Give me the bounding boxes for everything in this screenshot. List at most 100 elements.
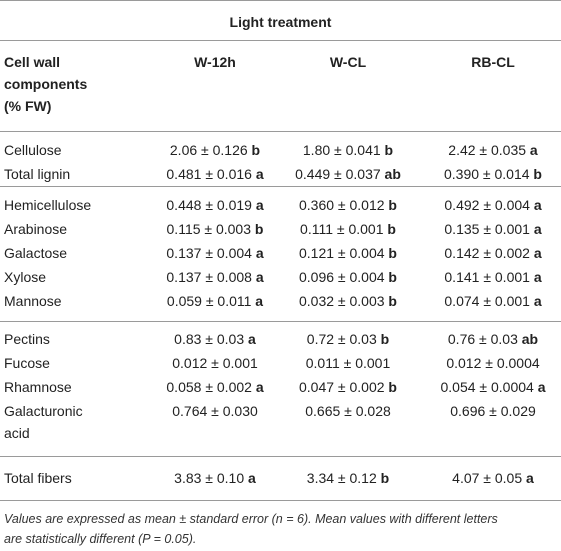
cell-rbcl: 0.054 ± 0.0004 a <box>428 377 558 397</box>
cell-value: 3.83 ± 0.10 <box>174 470 245 486</box>
cell-w12h: 0.764 ± 0.030 <box>150 401 280 421</box>
cell-value: 0.059 ± 0.011 <box>166 293 252 309</box>
significance-letter: b <box>388 293 397 309</box>
row-label: Rhamnose <box>4 379 72 395</box>
significance-letter: b <box>380 331 390 347</box>
cell-value: 0.012 ± 0.001 <box>172 355 258 371</box>
cell-wcl: 0.011 ± 0.001 <box>283 353 413 373</box>
cell-rbcl: 0.074 ± 0.001 a <box>428 291 558 311</box>
significance-letter: b <box>251 142 261 158</box>
footnote-line-2: are statistically different (P = 0.05). <box>4 532 197 546</box>
cell-value: 0.096 ± 0.004 <box>299 269 385 285</box>
significance-letter: b <box>380 470 390 486</box>
cell-value: 0.492 ± 0.004 <box>444 197 530 213</box>
cell-value: 0.012 ± 0.0004 <box>446 355 540 371</box>
cell-w12h: 0.83 ± 0.03 a <box>150 329 280 349</box>
cell-value: 0.135 ± 0.001 <box>444 221 530 237</box>
cell-value: 0.481 ± 0.016 <box>166 166 252 182</box>
significance-letter: b <box>388 245 397 261</box>
row-label: Cellulose <box>4 142 62 158</box>
significance-letter: a <box>255 269 264 285</box>
top-rule <box>0 0 561 1</box>
row-label: Galactose <box>4 245 68 261</box>
cell-value: 4.07 ± 0.05 <box>452 470 523 486</box>
significance-letter: b <box>388 379 397 395</box>
cell-value: 0.76 ± 0.03 <box>447 331 518 347</box>
significance-letter: a <box>255 379 264 395</box>
cell-w12h: 0.059 ± 0.011 a <box>150 291 280 311</box>
cell-w12h: 2.06 ± 0.126 b <box>150 140 280 160</box>
significance-letter: a <box>529 142 538 158</box>
cell-value: 0.764 ± 0.030 <box>172 403 258 419</box>
cell-value: 0.137 ± 0.004 <box>166 245 252 261</box>
significance-letter: a <box>255 293 264 309</box>
cell-value: 0.72 ± 0.03 <box>306 331 377 347</box>
cell-value: 0.83 ± 0.03 <box>174 331 245 347</box>
cell-value: 0.137 ± 0.008 <box>166 269 252 285</box>
cell-wcl: 3.34 ± 0.12 b <box>283 468 413 488</box>
cell-rbcl: 0.141 ± 0.001 a <box>428 267 558 287</box>
cell-value: 0.696 ± 0.029 <box>450 403 536 419</box>
row-label: Hemicellulose <box>4 197 92 213</box>
row-label-line-2: acid <box>4 425 30 441</box>
col-header-rbcl: RB-CL <box>471 54 515 70</box>
row-label: Galacturonic <box>4 403 83 419</box>
section-rule-3 <box>0 456 561 457</box>
cell-wcl: 0.449 ± 0.037 ab <box>283 164 413 184</box>
cell-wcl: 0.111 ± 0.001 b <box>283 219 413 239</box>
cell-rbcl: 0.76 ± 0.03 ab <box>428 329 558 349</box>
cell-w12h: 3.83 ± 0.10 a <box>150 468 280 488</box>
col-header-component-1: Cell wall <box>4 54 61 70</box>
cell-w12h: 0.448 ± 0.019 a <box>150 195 280 215</box>
cell-value: 0.665 ± 0.028 <box>305 403 391 419</box>
footnote: Values are expressed as mean ± standard … <box>4 509 559 549</box>
cell-value: 0.011 ± 0.001 <box>305 355 391 371</box>
cell-value: 0.115 ± 0.003 <box>166 221 252 237</box>
cell-value: 0.058 ± 0.002 <box>166 379 252 395</box>
cell-wcl: 0.121 ± 0.004 b <box>283 243 413 263</box>
cell-rbcl: 0.012 ± 0.0004 <box>428 353 558 373</box>
cell-wcl: 1.80 ± 0.041 b <box>283 140 413 160</box>
cell-wcl: 0.096 ± 0.004 b <box>283 267 413 287</box>
section-rule-1 <box>0 186 561 187</box>
footnote-line-1: Values are expressed as mean ± standard … <box>4 512 498 526</box>
cell-wcl: 0.665 ± 0.028 <box>283 401 413 421</box>
cell-value: 0.142 ± 0.002 <box>444 245 530 261</box>
significance-letter: a <box>533 197 542 213</box>
significance-letter: ab <box>521 331 539 347</box>
significance-letter: b <box>533 166 542 182</box>
group-rule <box>0 40 561 41</box>
cell-wcl: 0.360 ± 0.012 b <box>283 195 413 215</box>
cell-rbcl: 4.07 ± 0.05 a <box>428 468 558 488</box>
significance-letter: a <box>526 470 534 486</box>
cell-wcl: 0.032 ± 0.003 b <box>283 291 413 311</box>
significance-letter: b <box>388 269 397 285</box>
cell-value: 2.42 ± 0.035 <box>448 142 527 158</box>
cell-value: 0.141 ± 0.001 <box>444 269 530 285</box>
cell-value: 0.074 ± 0.001 <box>444 293 530 309</box>
cell-value: 2.06 ± 0.126 <box>169 142 248 158</box>
significance-letter: ab <box>384 166 401 182</box>
cell-w12h: 0.481 ± 0.016 a <box>150 164 280 184</box>
cell-value: 1.80 ± 0.041 <box>302 142 381 158</box>
cell-value: 3.34 ± 0.12 <box>306 470 377 486</box>
col-header-wcl: W-CL <box>329 54 367 70</box>
cell-value: 0.360 ± 0.012 <box>299 197 385 213</box>
significance-letter: a <box>255 166 264 182</box>
significance-letter: a <box>533 221 542 237</box>
cell-w12h: 0.137 ± 0.004 a <box>150 243 280 263</box>
cell-rbcl: 0.696 ± 0.029 <box>428 401 558 421</box>
bottom-rule <box>0 500 561 501</box>
cell-value: 0.390 ± 0.014 <box>444 166 530 182</box>
row-label: Pectins <box>4 331 50 347</box>
col-header-component-2: components <box>4 76 88 92</box>
significance-letter: a <box>537 379 546 395</box>
row-label: Mannose <box>4 293 62 309</box>
significance-letter: b <box>384 142 394 158</box>
row-label: Xylose <box>4 269 47 285</box>
cell-rbcl: 0.142 ± 0.002 a <box>428 243 558 263</box>
cell-value: 0.054 ± 0.0004 <box>440 379 534 395</box>
significance-letter: a <box>248 331 256 347</box>
cell-w12h: 0.137 ± 0.008 a <box>150 267 280 287</box>
